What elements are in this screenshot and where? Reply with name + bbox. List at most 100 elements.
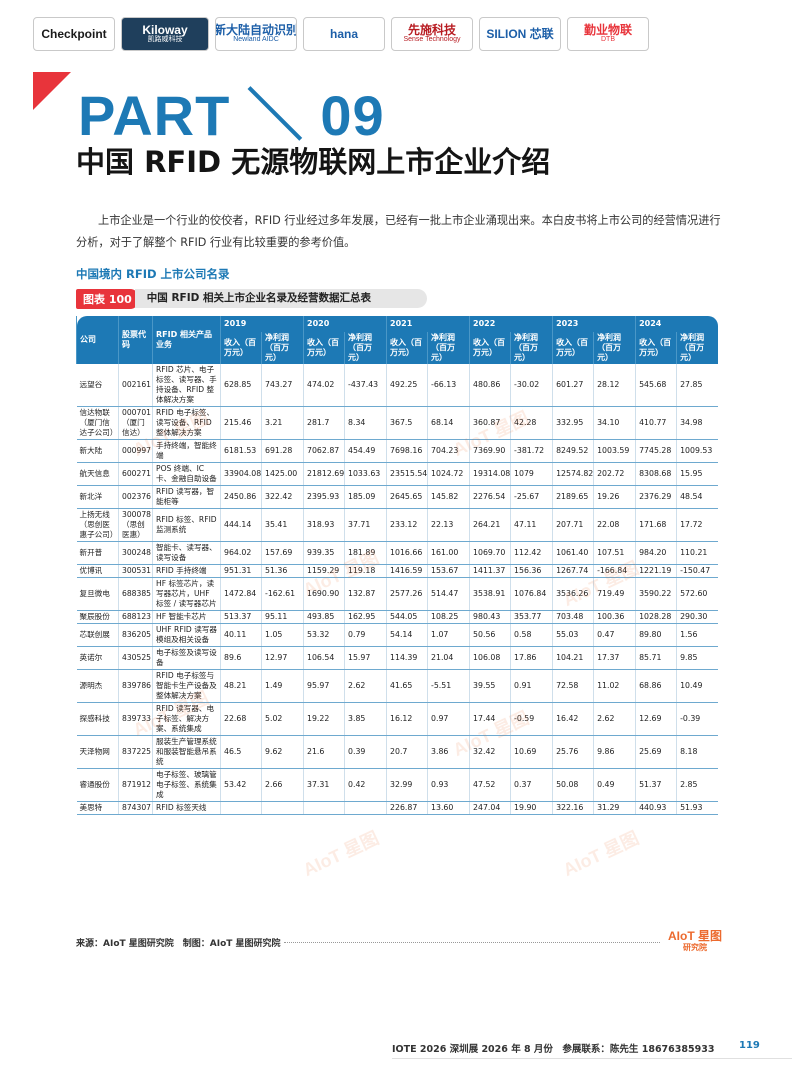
corner-accent — [33, 72, 71, 110]
cell-profit: 47.11 — [510, 508, 553, 542]
cell-profit: 185.09 — [344, 485, 387, 509]
cell-code: 874307 — [118, 801, 153, 815]
cell-revenue: 247.04 — [469, 801, 511, 815]
hana-logo: hana — [303, 17, 385, 51]
cell-profit: 202.72 — [593, 462, 636, 486]
cell-revenue: 55.03 — [552, 623, 594, 647]
cell-profit: 35.41 — [260, 508, 304, 542]
cell-profit: 37.71 — [344, 508, 387, 542]
cell-products: RFID 标签、RFID 监测系统 — [152, 508, 221, 542]
cell-revenue: 171.68 — [635, 508, 677, 542]
cell-profit: 743.27 — [260, 364, 304, 407]
cell-profit: 2.85 — [676, 768, 718, 802]
cell-revenue: 703.48 — [552, 610, 594, 624]
intro-paragraph: 上市企业是一个行业的佼佼者，RFID 行业经过多年发展，已经有一批上市企业涌现出… — [76, 214, 721, 249]
cell-revenue: 1061.40 — [552, 541, 594, 565]
cell-revenue: 215.46 — [220, 406, 262, 440]
cell-profit: 108.25 — [427, 610, 470, 624]
table-row: 优博讯 300531 RFID 手持终端 951.31 51.36 1159.29 119.… — [76, 564, 718, 578]
logo-subtext: Sense Technology — [403, 36, 461, 43]
cell-profit: 42.28 — [510, 406, 553, 440]
cell-profit: 162.95 — [344, 610, 387, 624]
cell-profit: 1.56 — [676, 623, 718, 647]
cell-profit: 68.14 — [427, 406, 470, 440]
cell-products: 电子标签、玻璃管电子标签、系统集成 — [152, 768, 221, 802]
cell-profit: 2.62 — [593, 702, 636, 736]
cell-products: HF 标签芯片，读写器芯片，UHF 标签 / 读写器芯片 — [152, 577, 221, 611]
cell-revenue: 367.5 — [386, 406, 428, 440]
cell-revenue: 21812.69 — [303, 462, 345, 486]
cell-code: 871912 — [118, 768, 153, 802]
table-row: 远望谷 002161 RFID 芯片、电子标签、读写器、手持设备、RFID 整体解决… — [76, 364, 718, 407]
cell-profit: 322.42 — [260, 485, 304, 509]
table-row: 探感科技 839733 RFID 读写器、电子标签、解决方案、系统集成 22.68 5.… — [76, 702, 718, 736]
cell-revenue: 1069.70 — [469, 541, 511, 565]
cell-profit: 161.00 — [427, 541, 470, 565]
brand-name: AIoT 星图 — [668, 929, 722, 943]
col-year: 2021 — [386, 316, 470, 332]
cell-profit: 0.39 — [344, 735, 387, 769]
col-year: 2024 — [635, 316, 718, 332]
cell-profit: 10.49 — [676, 669, 718, 703]
cell-products: RFID 电子标签与智能卡生产设备及整体解决方案 — [152, 669, 221, 703]
cell-profit: 34.98 — [676, 406, 718, 440]
cell-profit: 3.85 — [344, 702, 387, 736]
cell-profit: 157.69 — [260, 541, 304, 565]
cell-products: RFID 读写器，智能柜等 — [152, 485, 221, 509]
cell-profit: 9.85 — [676, 646, 718, 670]
cell-profit: 0.97 — [427, 702, 470, 736]
cell-revenue: 1159.29 — [303, 564, 345, 578]
part-number: PART ＼ 09 — [78, 84, 385, 147]
cell-revenue: 3538.91 — [469, 577, 511, 611]
cell-products: RFID 标签天线 — [152, 801, 221, 815]
table-row: 新开普 300248 智能卡、读写器、读写设备 964.02 157.69 939.35 1… — [76, 541, 718, 565]
cell-revenue: 32.99 — [386, 768, 428, 802]
cell-profit: 112.42 — [510, 541, 553, 565]
cell-profit: 17.86 — [510, 646, 553, 670]
cell-profit: 691.28 — [260, 439, 304, 463]
figure-caption: 中国 RFID 相关上市企业名录及经营数据汇总表 — [134, 289, 427, 308]
col-profit: 净利润（百万元） — [593, 332, 636, 364]
cell-profit: 107.51 — [593, 541, 636, 565]
brand-sub: 研究院 — [683, 943, 707, 952]
col-profit: 净利润（百万元） — [260, 332, 304, 364]
cell-revenue: 3590.22 — [635, 577, 677, 611]
cell-revenue: 513.37 — [220, 610, 262, 624]
cell-products: HF 智能卡芯片 — [152, 610, 221, 624]
cell-profit: 1.49 — [260, 669, 304, 703]
cell-profit: 3.21 — [260, 406, 304, 440]
cell-profit: 17.37 — [593, 646, 636, 670]
cell-profit: 22.13 — [427, 508, 470, 542]
cell-revenue: 1028.28 — [635, 610, 677, 624]
table-row: 芯联创展 836205 UHF RFID 读写器模组及相关设备 40.11 1.05 53… — [76, 623, 718, 647]
cell-profit: 1.05 — [260, 623, 304, 647]
cell-company: 优博讯 — [76, 564, 119, 578]
cell-revenue: 21.6 — [303, 735, 345, 769]
cell-profit: 5.02 — [260, 702, 304, 736]
cell-company: 远望谷 — [76, 364, 119, 407]
cell-profit: -162.61 — [260, 577, 304, 611]
cell-profit — [344, 801, 387, 815]
cell-profit: 0.91 — [510, 669, 553, 703]
cell-profit: 181.89 — [344, 541, 387, 565]
cell-company: 复旦微电 — [76, 577, 119, 611]
cell-profit: -25.67 — [510, 485, 553, 509]
cell-profit: 95.11 — [260, 610, 304, 624]
table-row: 英诺尔 430525 电子标签及读写设备 89.6 12.97 106.54 15.97 11… — [76, 646, 718, 670]
cell-code: 600271 — [118, 462, 153, 486]
cell-profit: -437.43 — [344, 364, 387, 407]
cell-company: 信达物联（厦门信达子公司） — [76, 406, 119, 440]
cell-revenue: 16.12 — [386, 702, 428, 736]
cell-profit: 1024.72 — [427, 462, 470, 486]
cell-company: 新北洋 — [76, 485, 119, 509]
cell-company: 聚辰股份 — [76, 610, 119, 624]
cell-revenue: 322.16 — [552, 801, 594, 815]
cell-revenue: 1016.66 — [386, 541, 428, 565]
cell-revenue: 360.87 — [469, 406, 511, 440]
cell-revenue: 12.69 — [635, 702, 677, 736]
cell-profit: 572.60 — [676, 577, 718, 611]
cell-profit: 145.82 — [427, 485, 470, 509]
cell-profit: -30.02 — [510, 364, 553, 407]
cell-company: 美思特 — [76, 801, 119, 815]
cell-revenue: 1267.74 — [552, 564, 594, 578]
